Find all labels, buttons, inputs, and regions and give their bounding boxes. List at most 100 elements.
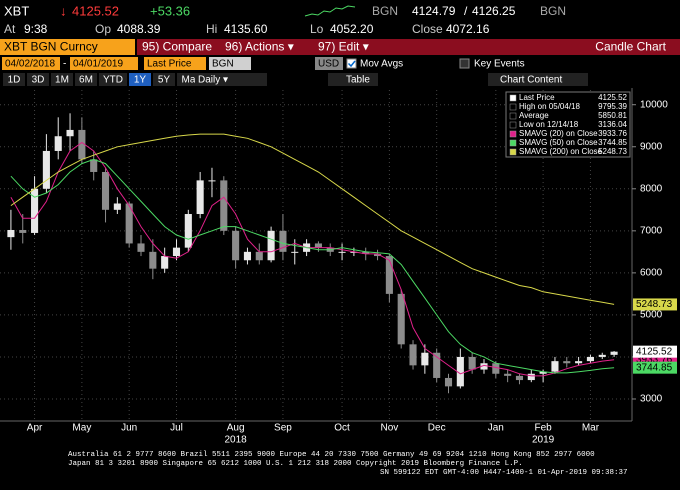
high-label: Hi xyxy=(206,22,217,36)
source-box[interactable] xyxy=(209,57,251,70)
checkbox[interactable] xyxy=(459,58,470,69)
low-value: 4052.20 xyxy=(330,22,374,36)
candle-body xyxy=(184,214,192,248)
table-button[interactable] xyxy=(328,73,378,86)
menu-button[interactable]: 97) Edit ▾ xyxy=(318,40,369,54)
currency[interactable]: USD xyxy=(318,59,339,70)
chart-content-button[interactable] xyxy=(488,73,588,86)
candle-body xyxy=(610,351,618,355)
y-tick-label: 7000 xyxy=(640,225,663,236)
period-button[interactable] xyxy=(129,73,151,86)
security[interactable]: XBT BGN Curncy xyxy=(4,40,98,54)
checkbox[interactable] xyxy=(346,58,357,69)
period-button[interactable] xyxy=(3,73,25,86)
menu-button[interactable]: 96) Actions ▾ xyxy=(225,40,294,54)
candle-body xyxy=(575,361,583,364)
x-tick-label: Sep xyxy=(274,423,292,434)
period-label[interactable]: YTD xyxy=(103,75,123,86)
candle-body xyxy=(7,229,15,238)
candle-body xyxy=(149,251,157,269)
period-label[interactable]: 3D xyxy=(32,75,45,86)
period-button[interactable] xyxy=(99,73,127,86)
period-label[interactable]: 1Y xyxy=(134,75,147,86)
period-label[interactable]: Max xyxy=(182,75,201,86)
currency-box[interactable] xyxy=(315,57,343,70)
period-label[interactable]: 1D xyxy=(8,75,21,86)
x-tick-label: Jul xyxy=(170,423,183,434)
y-tick-label: 3000 xyxy=(640,394,663,405)
table[interactable]: Table xyxy=(346,75,370,86)
y-tick-label: 6000 xyxy=(640,268,663,279)
period-label[interactable]: 1M xyxy=(55,75,69,86)
start-date[interactable]: 04/02/2018 xyxy=(5,59,55,70)
security-box[interactable] xyxy=(0,39,135,55)
legend-label: SMAVG (50) on Close xyxy=(519,138,598,147)
period-label[interactable]: 5Y xyxy=(158,75,171,86)
period-button[interactable] xyxy=(27,73,49,86)
x-tick-label: Jan xyxy=(488,423,504,434)
candle-body xyxy=(291,251,299,253)
key-events[interactable]: Key Events xyxy=(474,59,525,70)
y-tick-label: 5000 xyxy=(640,310,663,321)
legend-swatch xyxy=(509,103,517,111)
candle-body xyxy=(255,251,263,261)
sparkline xyxy=(304,5,356,17)
legend-value: 9795.39 xyxy=(598,102,627,111)
field-source[interactable]: BGN xyxy=(212,59,234,70)
bid: 4124.79 xyxy=(412,4,456,18)
down-arrow: ↓ xyxy=(60,3,67,18)
footer-line: Japan 81 3 3201 8900 Singapore 65 6212 1… xyxy=(68,460,523,468)
value-tag-label: 5248.73 xyxy=(636,299,673,310)
candle-body xyxy=(314,243,322,248)
x-tick-label: Oct xyxy=(334,423,350,434)
date-field[interactable] xyxy=(70,57,138,70)
field[interactable]: Last Price xyxy=(147,59,192,70)
value-tag xyxy=(633,298,677,311)
x-tick-label: Jun xyxy=(121,423,137,434)
source: BGN xyxy=(540,4,566,18)
period-buttons: 1D 3D 1M 6M YTD 1Y 5Y Max xyxy=(3,73,205,86)
period-label[interactable]: 6M xyxy=(79,75,93,86)
candle-body xyxy=(444,377,453,387)
legend-swatch xyxy=(509,121,517,129)
candle-body xyxy=(586,356,594,362)
period-button[interactable] xyxy=(153,73,175,86)
legend-label: Low on 12/14/18 xyxy=(519,120,579,129)
frequency-box[interactable] xyxy=(195,73,267,86)
end-date[interactable]: 04/01/2019 xyxy=(73,59,123,70)
legend-box xyxy=(505,91,631,158)
frequency[interactable]: Daily ▾ xyxy=(198,75,228,86)
candle-body xyxy=(66,129,74,137)
field-box[interactable] xyxy=(144,57,206,70)
legend-label: SMAVG (200) on Close xyxy=(519,147,603,156)
value-tag-label: 3744.85 xyxy=(636,362,673,373)
date-field[interactable] xyxy=(2,57,60,70)
low-label: Lo xyxy=(310,22,324,36)
candle-body xyxy=(31,188,39,233)
chart-content[interactable]: Chart Content xyxy=(500,75,562,86)
legend-swatch xyxy=(509,130,517,138)
period-button[interactable] xyxy=(51,73,73,86)
legend-value: 5850.81 xyxy=(598,111,627,120)
period-button[interactable] xyxy=(75,73,97,86)
candle-body xyxy=(208,180,216,182)
candle-body xyxy=(350,251,358,253)
dash: - xyxy=(63,59,66,70)
source: BGN xyxy=(372,4,398,18)
y-tick-label: 10000 xyxy=(640,99,668,110)
candle-body xyxy=(279,230,287,252)
plot: 300040005000600070008000900010000AprMayJ… xyxy=(0,90,677,446)
mov-avgs[interactable]: Mov Avgs xyxy=(360,59,403,70)
legend-label: High on 05/04/18 xyxy=(519,102,580,111)
checkmark xyxy=(347,60,356,68)
candle-body xyxy=(232,230,240,261)
legend-value: 5248.73 xyxy=(598,147,627,156)
year-label: 2019 xyxy=(532,435,555,446)
candle-body xyxy=(527,373,535,381)
footer-line: Australia 61 2 9777 8600 Brazil 5511 239… xyxy=(68,451,595,459)
menu-button[interactable]: 95) Compare xyxy=(142,40,212,54)
candle-body xyxy=(196,180,204,215)
moving-average-line xyxy=(10,133,615,305)
x-tick-label: Mar xyxy=(582,423,600,434)
